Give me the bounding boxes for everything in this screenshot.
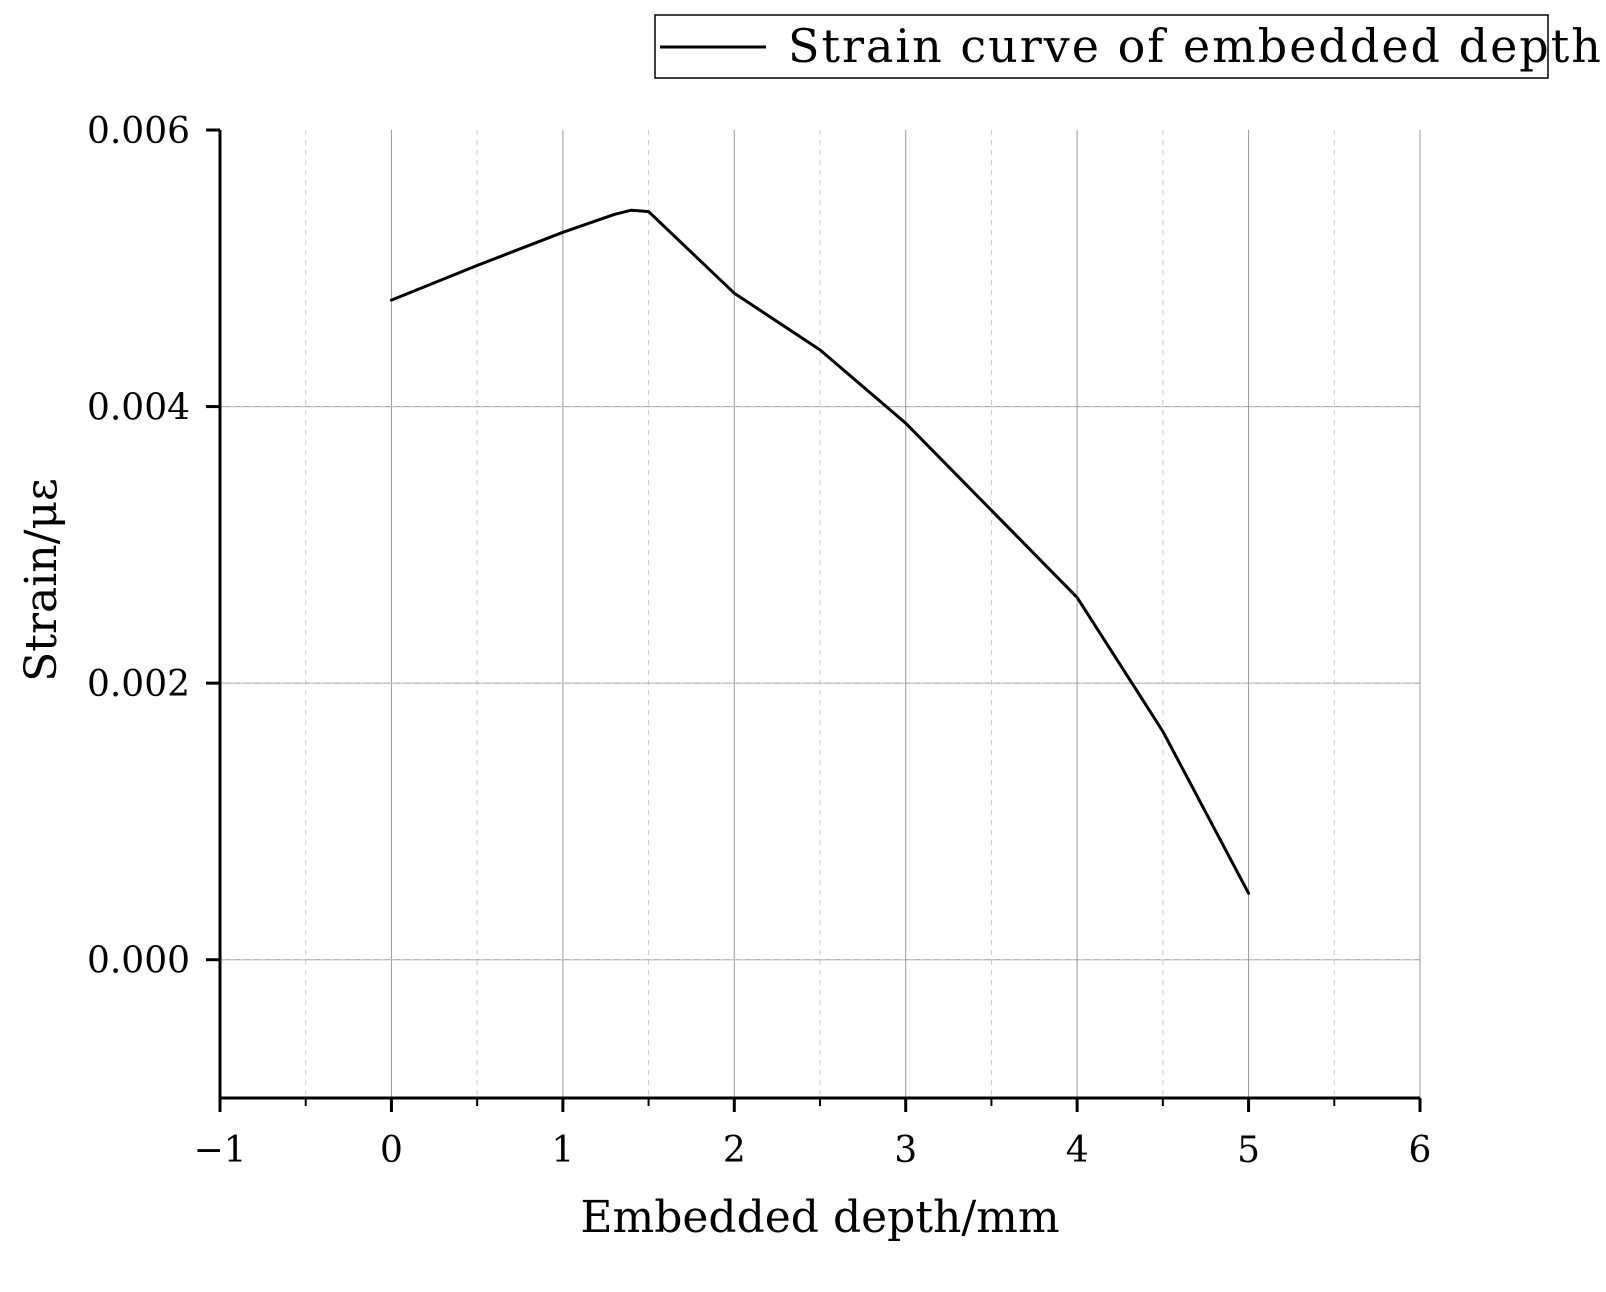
x-tick-label: 2 [723,1130,746,1171]
y-tick-label: 0.002 [87,664,190,705]
x-tick-label: −1 [193,1130,246,1171]
y-tick-label: 0.004 [87,388,190,429]
legend-label: Strain curve of embedded depth [788,19,1603,73]
legend: Strain curve of embedded depth [654,14,1603,79]
x-tick-label: 3 [894,1130,917,1171]
grid [220,130,1421,1098]
legend-box [654,14,1549,79]
x-tick-label: 0 [380,1130,403,1171]
y-tick-label: 0.006 [87,111,190,152]
y-tick-label: 0.000 [87,941,190,982]
x-tick-label: 4 [1066,1130,1089,1171]
x-tick-label: 1 [551,1130,574,1171]
y-axis-title: Strain/με [16,478,67,682]
x-tick-label: 5 [1237,1130,1260,1171]
ticks: −1 0 1 2 3 4 5 6 0.000 0.002 0.004 0.006 [87,111,1432,1171]
series-line [389,208,1251,895]
series [389,208,1251,895]
x-axis-title: Embedded depth/mm [580,1192,1059,1243]
x-tick-label: 6 [1409,1130,1432,1171]
